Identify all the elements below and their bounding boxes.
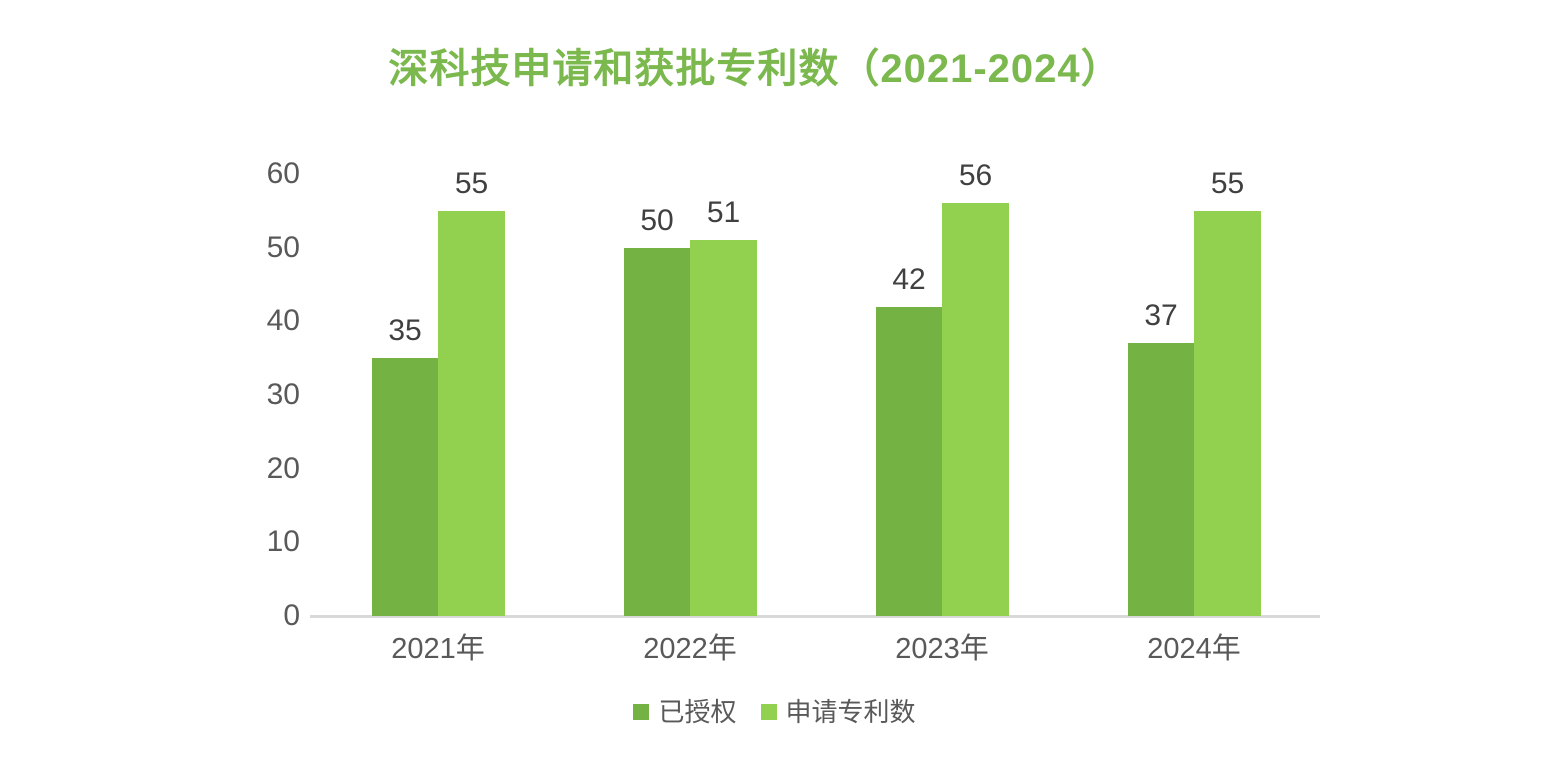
chart-title: 深科技申请和获批专利数（2021-2024） bbox=[388, 47, 1122, 91]
legend: 已授权 申请专利数 bbox=[0, 699, 1549, 725]
y-axis-tick-label: 0 bbox=[283, 599, 300, 632]
legend-label-applications: 申请专利数 bbox=[785, 697, 916, 727]
y-axis-tick-label: 60 bbox=[266, 157, 300, 190]
y-axis-tick-label: 20 bbox=[266, 451, 300, 485]
x-axis-line bbox=[310, 615, 1320, 618]
bar-applications-2024 bbox=[1194, 210, 1261, 616]
legend-item-granted: 已授权 bbox=[633, 697, 737, 727]
x-axis-label-2024: 2024年 bbox=[1147, 633, 1241, 665]
x-axis-label-2021: 2021年 bbox=[391, 633, 485, 665]
legend-item-applications: 申请专利数 bbox=[760, 697, 916, 727]
bar-value-label: 56 bbox=[958, 159, 993, 193]
bar-granted-2023 bbox=[876, 306, 942, 616]
legend-swatch-granted-icon bbox=[633, 704, 650, 720]
x-axis-label-2023: 2023年 bbox=[895, 633, 989, 665]
bar-applications-2023 bbox=[942, 203, 1009, 616]
y-axis: 0 10 20 30 40 50 60 bbox=[210, 159, 300, 631]
bar-value-label: 37 bbox=[1144, 299, 1178, 333]
bar-value-label: 35 bbox=[388, 314, 422, 348]
plot-area: 0 10 20 30 40 50 60 35 55 2021年 50 51 2022年 42 56 2023… bbox=[267, 159, 1320, 665]
x-axis-label-2022: 2022年 bbox=[643, 633, 737, 665]
bar-value-label: 42 bbox=[892, 262, 926, 296]
y-axis-tick-label: 40 bbox=[266, 304, 300, 338]
bar-granted-2024 bbox=[1128, 343, 1194, 616]
bar-value-label: 51 bbox=[706, 196, 741, 230]
bar-value-label: 55 bbox=[454, 166, 489, 200]
bar-granted-2022 bbox=[624, 247, 690, 616]
y-axis-tick-label: 10 bbox=[266, 525, 300, 559]
bar-applications-2021 bbox=[438, 210, 505, 616]
bar-granted-2021 bbox=[372, 358, 438, 616]
legend-label-granted: 已授权 bbox=[658, 697, 737, 727]
bar-value-label: 50 bbox=[640, 203, 674, 237]
legend-swatch-applications-icon bbox=[760, 704, 777, 720]
bar-value-label: 55 bbox=[1210, 166, 1245, 200]
y-axis-tick-label: 50 bbox=[266, 230, 300, 264]
bar-applications-2022 bbox=[690, 240, 757, 616]
y-axis-tick-label: 30 bbox=[266, 378, 300, 411]
